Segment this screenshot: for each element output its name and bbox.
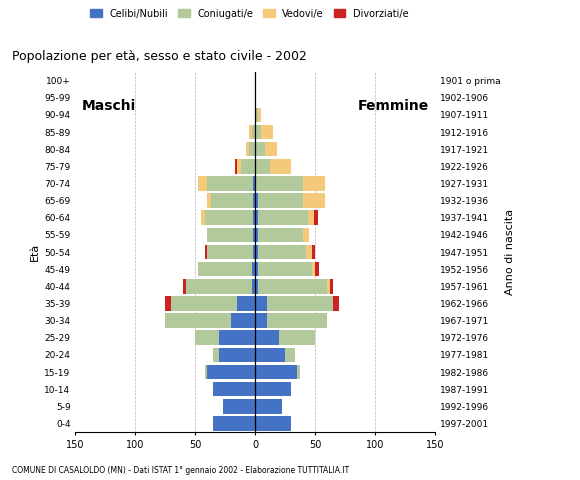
Bar — [303, 193, 325, 208]
Bar — [253, 245, 255, 259]
Bar — [252, 279, 255, 294]
Bar — [255, 262, 258, 276]
Bar — [255, 193, 258, 208]
Bar — [249, 142, 255, 156]
Bar — [165, 313, 231, 328]
Bar — [255, 313, 267, 328]
Bar — [255, 210, 258, 225]
Bar — [297, 365, 299, 379]
Bar — [255, 416, 291, 431]
Bar — [265, 142, 277, 156]
Bar — [255, 365, 297, 379]
Text: COMUNE DI CASALOLDO (MN) - Dati ISTAT 1° gennaio 2002 - Elaborazione TUTTITALIA.: COMUNE DI CASALOLDO (MN) - Dati ISTAT 1°… — [12, 466, 349, 475]
Bar — [258, 245, 306, 259]
Bar — [207, 176, 253, 191]
Bar — [241, 159, 255, 174]
Bar — [255, 228, 258, 242]
Bar — [253, 228, 255, 242]
Bar — [198, 176, 207, 191]
Y-axis label: Anno di nascita: Anno di nascita — [505, 209, 515, 295]
Legend: Celibi/Nubili, Coniugati/e, Vedovi/e, Divorziati/e: Celibi/Nubili, Coniugati/e, Vedovi/e, Di… — [86, 5, 412, 23]
Bar — [311, 245, 315, 259]
Bar — [183, 279, 186, 294]
Bar — [255, 296, 267, 311]
Bar — [258, 193, 303, 208]
Bar — [255, 159, 270, 174]
Bar — [285, 348, 295, 362]
Bar — [255, 176, 303, 191]
Bar — [329, 279, 333, 294]
Bar — [255, 108, 258, 122]
Bar — [279, 330, 315, 345]
Bar — [255, 142, 265, 156]
Bar — [253, 193, 255, 208]
Bar — [258, 108, 261, 122]
Bar — [303, 228, 309, 242]
Bar — [255, 399, 281, 414]
Bar — [213, 348, 219, 362]
Bar — [219, 348, 255, 362]
Bar — [267, 313, 327, 328]
Bar — [258, 228, 303, 242]
Bar — [270, 159, 291, 174]
Bar — [255, 382, 291, 396]
Bar — [235, 159, 237, 174]
Bar — [252, 262, 255, 276]
Bar — [205, 245, 207, 259]
Bar — [252, 125, 255, 139]
Bar — [253, 210, 255, 225]
Bar — [213, 416, 255, 431]
Bar — [207, 245, 253, 259]
Bar — [306, 245, 311, 259]
Bar — [308, 210, 314, 225]
Bar — [223, 399, 255, 414]
Bar — [258, 279, 327, 294]
Bar — [255, 125, 261, 139]
Text: Maschi: Maschi — [81, 99, 136, 113]
Bar — [255, 245, 258, 259]
Bar — [333, 296, 339, 311]
Bar — [231, 313, 255, 328]
Bar — [311, 262, 315, 276]
Bar — [207, 365, 255, 379]
Bar — [255, 279, 258, 294]
Bar — [186, 279, 252, 294]
Bar — [249, 125, 252, 139]
Bar — [245, 142, 249, 156]
Bar — [213, 382, 255, 396]
Bar — [207, 228, 253, 242]
Bar — [261, 125, 273, 139]
Bar — [315, 262, 319, 276]
Bar — [171, 296, 237, 311]
Bar — [314, 210, 317, 225]
Bar — [258, 262, 311, 276]
Bar — [255, 348, 285, 362]
Bar — [201, 210, 205, 225]
Bar — [205, 365, 207, 379]
Y-axis label: Età: Età — [30, 243, 40, 261]
Bar — [195, 330, 219, 345]
Bar — [219, 330, 255, 345]
Bar — [211, 193, 253, 208]
Text: Popolazione per età, sesso e stato civile - 2002: Popolazione per età, sesso e stato civil… — [12, 50, 306, 63]
Bar — [165, 296, 171, 311]
Bar — [303, 176, 325, 191]
Bar — [207, 193, 211, 208]
Bar — [198, 262, 252, 276]
Bar — [237, 296, 255, 311]
Bar — [255, 330, 279, 345]
Bar — [253, 176, 255, 191]
Text: Femmine: Femmine — [358, 99, 429, 113]
Bar — [205, 210, 253, 225]
Bar — [327, 279, 329, 294]
Bar — [267, 296, 333, 311]
Bar — [258, 210, 308, 225]
Bar — [237, 159, 241, 174]
